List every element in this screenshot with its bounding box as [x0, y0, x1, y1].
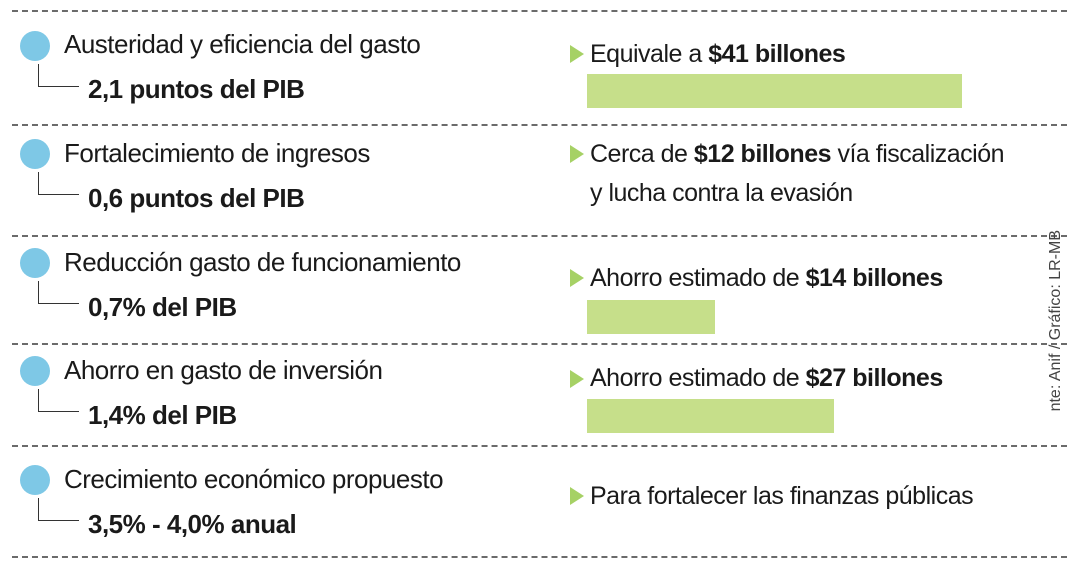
divider-3: [12, 343, 1067, 345]
source-credit: nte: Anif / Gráfico: LR-MB: [1047, 230, 1064, 412]
note-text: Cerca de: [590, 140, 694, 168]
row-note: Cerca de $12 billones vía fiscalización: [590, 136, 1005, 172]
row-category: Fortalecimiento de ingresos: [64, 138, 370, 168]
connector-elbow: [38, 389, 79, 412]
arrow-icon: [570, 145, 584, 163]
divider-2: [12, 235, 1067, 237]
note-amount: $27 billones: [805, 364, 944, 392]
connector-elbow: [38, 498, 79, 521]
note-amount: $14 billones: [805, 264, 944, 292]
row-austeridad: Austeridad y eficiencia del gasto 2,1 pu…: [0, 22, 1040, 132]
note-text: Equivale a: [590, 40, 709, 68]
connector-elbow: [38, 64, 79, 87]
divider-top: [12, 10, 1067, 12]
arrow-icon: [570, 370, 584, 388]
divider-bottom: [12, 556, 1067, 558]
row-category: Ahorro en gasto de inversión: [64, 355, 383, 385]
row-note: Ahorro estimado de $14 billones: [590, 260, 943, 296]
connector-elbow: [38, 281, 79, 304]
row-measure: 2,1 puntos del PIB: [88, 74, 305, 104]
note-text: Ahorro estimado de: [590, 364, 806, 392]
row-category: Crecimiento económico propuesto: [64, 464, 444, 494]
row-note: Para fortalecer las finanzas públicas: [590, 482, 974, 510]
note-amount: $12 billones: [693, 140, 832, 168]
bullet-dot: [20, 139, 50, 169]
connector-elbow: [38, 172, 79, 195]
row-measure: 3,5% - 4,0% anual: [88, 509, 297, 539]
row-funcionamiento: Reducción gasto de funcionamiento 0,7% d…: [0, 241, 1040, 351]
row-measure: 0,6 puntos del PIB: [88, 183, 305, 213]
row-measure: 1,4% del PIB: [88, 400, 237, 430]
divider-1: [12, 124, 1067, 126]
row-note: Equivale a $41 billones: [590, 36, 846, 72]
bullet-dot: [20, 465, 50, 495]
divider-4: [12, 445, 1067, 447]
arrow-icon: [570, 487, 584, 505]
bullet-dot: [20, 356, 50, 386]
row-measure: 0,7% del PIB: [88, 292, 237, 322]
value-bar: [587, 74, 962, 108]
row-note-line2: y lucha contra la evasión: [590, 179, 853, 207]
bullet-dot: [20, 248, 50, 278]
note-text-after: vía fiscalización: [831, 140, 1005, 168]
value-bar: [587, 399, 834, 433]
row-ingresos: Fortalecimiento de ingresos 0,6 puntos d…: [0, 132, 1040, 242]
arrow-icon: [570, 45, 584, 63]
bullet-dot: [20, 31, 50, 61]
row-note: Ahorro estimado de $27 billones: [590, 360, 943, 396]
row-category: Reducción gasto de funcionamiento: [64, 247, 461, 277]
row-category: Austeridad y eficiencia del gasto: [64, 29, 421, 59]
row-inversion: Ahorro en gasto de inversión 1,4% del PI…: [0, 349, 1040, 459]
note-amount: $41 billones: [708, 40, 846, 68]
arrow-icon: [570, 269, 584, 287]
value-bar: [587, 300, 715, 334]
row-crecimiento: Crecimiento económico propuesto 3,5% - 4…: [0, 452, 1040, 562]
note-text: Ahorro estimado de: [590, 264, 806, 292]
